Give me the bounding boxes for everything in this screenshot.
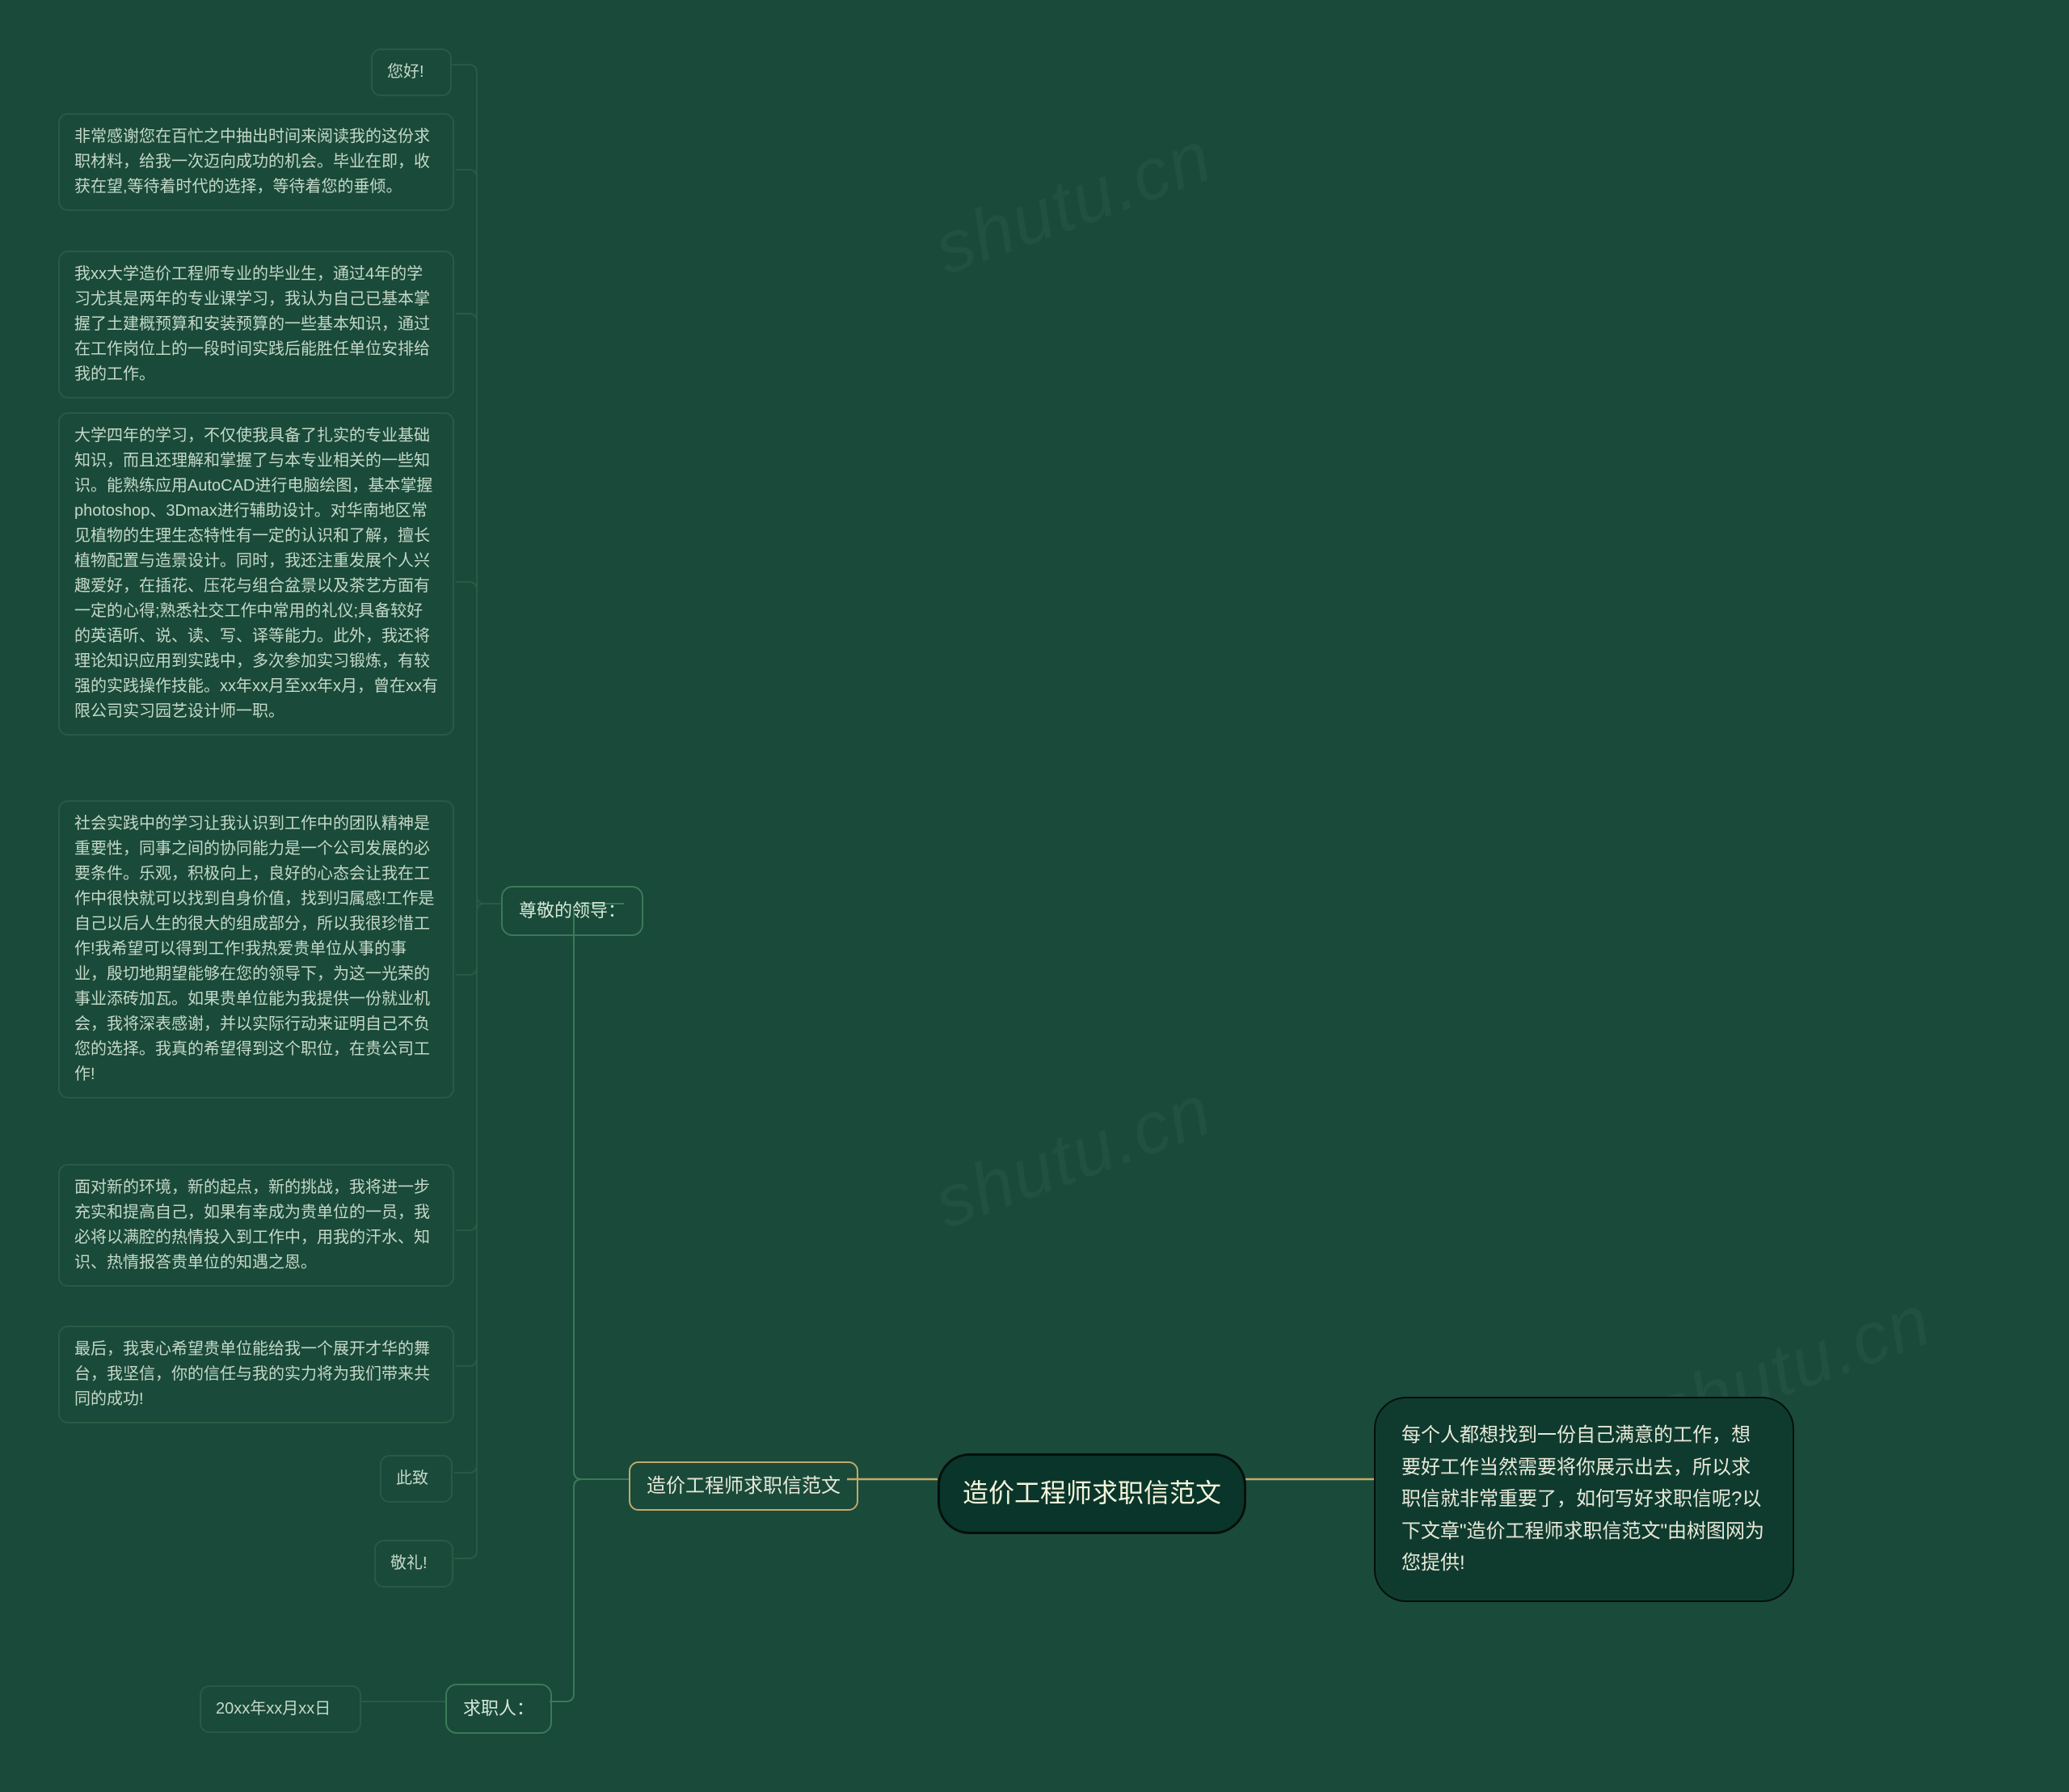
leaf-para3[interactable]: 大学四年的学习，不仅使我具备了扎实的专业基础知识，而且还理解和掌握了与本专业相关… [58,412,454,736]
sub-node-leader[interactable]: 尊敬的领导： [501,886,643,936]
left-main-branch[interactable]: 造价工程师求职信范文 [629,1461,858,1511]
leaf-para4[interactable]: 社会实践中的学习让我认识到工作中的团队精神是重要性，同事之间的协同能力是一个公司… [58,800,454,1098]
leaf-para5[interactable]: 面对新的环境，新的起点，新的挑战，我将进一步充实和提高自己，如果有幸成为贵单位的… [58,1164,454,1287]
leaf-para2[interactable]: 我xx大学造价工程师专业的毕业生，通过4年的学习尤其是两年的专业课学习，我认为自… [58,251,454,398]
leaf-greeting[interactable]: 您好! [371,48,452,96]
leaf-closing2[interactable]: 敬礼! [374,1540,453,1588]
root-node[interactable]: 造价工程师求职信范文 [938,1453,1246,1534]
leaf-date[interactable]: 20xx年xx月xx日 [200,1685,361,1733]
leaf-para1[interactable]: 非常感谢您在百忙之中抽出时间来阅读我的这份求职材料，给我一次迈向成功的机会。毕业… [58,113,454,211]
watermark-1: shutu.cn [924,115,1223,292]
leaf-closing1[interactable]: 此致 [380,1455,453,1503]
watermark-2: shutu.cn [924,1069,1223,1246]
right-description-node[interactable]: 每个人都想找到一份自己满意的工作，想要好工作当然需要将你展示出去，所以求职信就非… [1374,1397,1794,1602]
sub-node-applicant[interactable]: 求职人： [445,1684,552,1734]
leaf-para6[interactable]: 最后，我衷心希望贵单位能给我一个展开才华的舞台，我坚信，你的信任与我的实力将为我… [58,1326,454,1423]
